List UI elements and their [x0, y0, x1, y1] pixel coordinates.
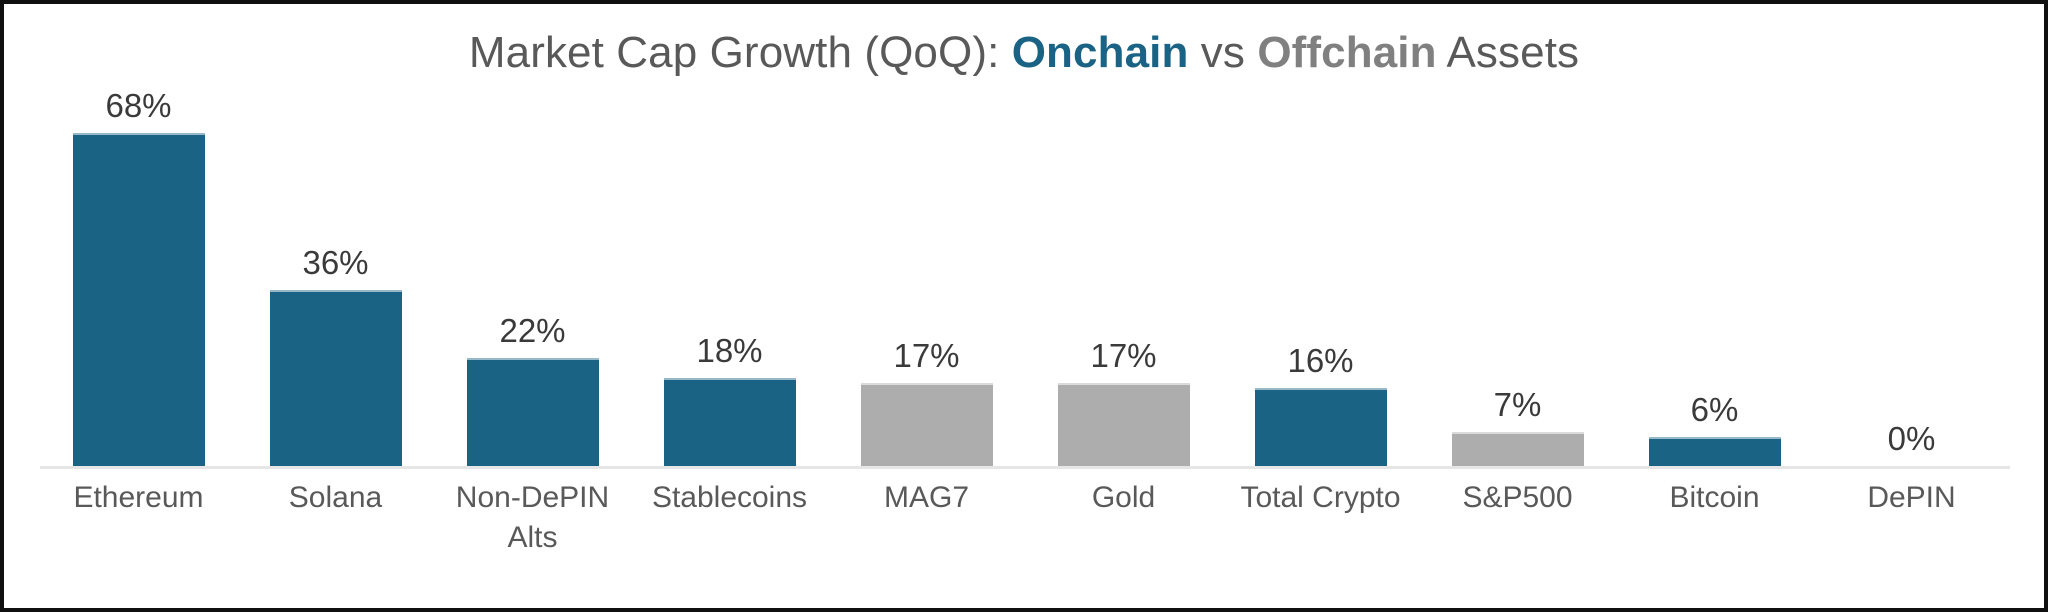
x-axis-label-line1: Gold: [1091, 481, 1156, 514]
bar-stablecoins[interactable]: [663, 378, 796, 466]
x-axis-label-line1: Solana: [288, 481, 383, 514]
x-axis-label-line1: Bitcoin: [1669, 481, 1760, 514]
bar-value-label: 6%: [1690, 391, 1739, 428]
page-title: Market Cap Growth (QoQ): Onchain vs Offc…: [4, 26, 2044, 80]
x-axis-label-line1: MAG7: [883, 481, 970, 514]
bar-non-depin-alts[interactable]: [466, 358, 599, 466]
bar-bitcoin[interactable]: [1648, 437, 1781, 466]
bar-group[interactable]: 16%: [1222, 99, 1419, 466]
x-axis-line: [40, 466, 2010, 469]
title-middle: vs: [1188, 28, 1258, 77]
bar-value-label: 17%: [893, 337, 960, 374]
bar-solana[interactable]: [269, 290, 402, 466]
x-axis-label-line1: Total Crypto: [1240, 481, 1401, 514]
bar-mag7[interactable]: [860, 383, 993, 466]
bar-group[interactable]: 36%: [237, 99, 434, 466]
x-axis-label-line1: DePIN: [1867, 481, 1956, 514]
bar-value-label: 18%: [696, 332, 763, 369]
x-axis-label: Bitcoin: [1616, 478, 1813, 518]
x-axis-label-line2: Alts: [507, 521, 558, 554]
x-axis-label: Solana: [237, 478, 434, 518]
bar-group[interactable]: 6%: [1616, 99, 1813, 466]
title-onchain-word: Onchain: [1011, 28, 1189, 77]
bar-value-label: 17%: [1090, 337, 1157, 374]
x-axis-label: MAG7: [828, 478, 1025, 518]
bar-group[interactable]: 68%: [40, 87, 237, 466]
x-axis-label: Ethereum: [40, 478, 237, 518]
bar-value-label: 16%: [1287, 342, 1354, 379]
x-axis-label: Total Crypto: [1222, 478, 1419, 518]
category-axis: Ethereum Solana Non-DePIN Alts Stablecoins MA…: [40, 478, 2010, 578]
bar-group[interactable]: 17%: [828, 99, 1025, 466]
bar-group[interactable]: 0%: [1813, 99, 2010, 466]
bar-value-label: 0%: [1887, 420, 1936, 457]
bar-value-label: 22%: [499, 312, 566, 349]
bar-group[interactable]: 7%: [1419, 99, 1616, 466]
title-prefix: Market Cap Growth (QoQ):: [468, 28, 1012, 77]
bar-value-label: 68%: [105, 87, 172, 124]
bar-value-label: 7%: [1493, 386, 1542, 423]
bar-ethereum[interactable]: [72, 133, 205, 466]
plot-area: 68% 36% 22% 18% 17% 17% 16% 7% 6% 0%: [40, 87, 2010, 469]
bar-group[interactable]: 17%: [1025, 99, 1222, 466]
bar-group[interactable]: 18%: [631, 99, 828, 466]
title-offchain-word: Offchain: [1257, 28, 1437, 77]
x-axis-label: Non-DePIN Alts: [434, 478, 631, 558]
bar-gold[interactable]: [1057, 383, 1190, 466]
x-axis-label-line1: Stablecoins: [651, 481, 808, 514]
bar-group[interactable]: 22%: [434, 99, 631, 466]
bar-value-label: 36%: [302, 244, 369, 281]
x-axis-label-line1: Non-DePIN: [455, 481, 610, 514]
bar-s-p500[interactable]: [1451, 432, 1584, 466]
x-axis-label: Stablecoins: [631, 478, 828, 518]
title-suffix: Assets: [1436, 28, 1580, 77]
x-axis-label: DePIN: [1813, 478, 2010, 518]
x-axis-label-line1: S&P500: [1462, 481, 1573, 514]
x-axis-label-line1: Ethereum: [73, 481, 204, 514]
bar-total-crypto[interactable]: [1254, 388, 1387, 466]
x-axis-label: S&P500: [1419, 478, 1616, 518]
x-axis-label: Gold: [1025, 478, 1222, 518]
